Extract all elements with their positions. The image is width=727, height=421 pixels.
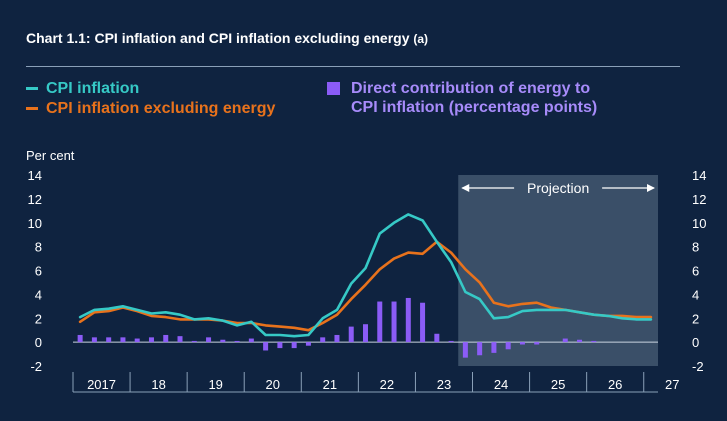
energy-bar bbox=[120, 337, 126, 343]
cpi-line bbox=[78, 213, 653, 338]
energy-bar bbox=[334, 334, 340, 343]
energy-bar bbox=[206, 337, 212, 343]
legend-swatch-ex-energy bbox=[26, 107, 38, 110]
title-divider bbox=[26, 66, 680, 67]
y-tick-label-right: 8 bbox=[692, 240, 699, 255]
legend-item-ex-energy: CPI inflation excluding energy bbox=[26, 99, 275, 118]
energy-bar bbox=[234, 340, 240, 343]
energy-bar bbox=[91, 337, 97, 343]
chart-title: Chart 1.1: CPI inflation and CPI inflati… bbox=[26, 30, 428, 46]
energy-bar bbox=[220, 339, 226, 343]
chart-title-note: (a) bbox=[413, 32, 429, 46]
energy-bar bbox=[163, 334, 169, 343]
energy-bar bbox=[391, 301, 397, 343]
energy-bar bbox=[248, 338, 254, 343]
y-tick-label-right: 2 bbox=[692, 311, 699, 326]
legend-label-energy-block: Direct contribution of energy to CPI inf… bbox=[351, 79, 597, 117]
x-tick-label: 23 bbox=[437, 377, 451, 392]
x-tick-label: 21 bbox=[323, 377, 337, 392]
energy-bar bbox=[377, 301, 383, 343]
energy-bar bbox=[106, 337, 112, 343]
legend-item-energy: Direct contribution of energy to CPI inf… bbox=[327, 79, 597, 117]
x-tick-label: 19 bbox=[208, 377, 222, 392]
energy-bar bbox=[348, 326, 354, 343]
x-tick-label: 26 bbox=[608, 377, 622, 392]
energy-bar bbox=[505, 342, 511, 350]
energy-bar bbox=[462, 342, 468, 358]
x-tick-label: 22 bbox=[380, 377, 394, 392]
energy-bar bbox=[263, 342, 269, 351]
y-tick-label-left: 12 bbox=[28, 192, 42, 207]
legend-item-cpi: CPI inflation bbox=[26, 79, 139, 98]
chart-title-text: Chart 1.1: CPI inflation and CPI inflati… bbox=[26, 30, 410, 46]
energy-bar bbox=[562, 338, 568, 343]
energy-bar bbox=[405, 297, 411, 343]
y-tick-label-left: 8 bbox=[35, 240, 42, 255]
projection-arrowhead-right bbox=[647, 184, 655, 192]
y-tick-label-right: 10 bbox=[692, 216, 706, 231]
projection-arrowhead-left bbox=[461, 184, 470, 192]
energy-bar bbox=[277, 342, 283, 349]
y-tick-label-left: 10 bbox=[28, 216, 42, 231]
y-tick-label-left: 6 bbox=[35, 264, 42, 279]
y-axis-label: Per cent bbox=[26, 148, 75, 163]
y-tick-label-left: 0 bbox=[35, 335, 42, 350]
energy-bar bbox=[577, 339, 583, 343]
legend-label-energy-line2: CPI inflation (percentage points) bbox=[351, 99, 598, 116]
x-tick-label: 25 bbox=[551, 377, 565, 392]
y-tick-label-right: 0 bbox=[692, 335, 699, 350]
y-tick-label-left: 2 bbox=[35, 311, 42, 326]
energy-bar bbox=[491, 342, 497, 353]
projection-band bbox=[458, 175, 658, 366]
y-tick-label-right: 12 bbox=[692, 192, 706, 207]
x-tick-label: 18 bbox=[151, 377, 165, 392]
ex-energy-line bbox=[78, 240, 653, 332]
legend-label-cpi: CPI inflation bbox=[46, 80, 140, 97]
x-tick-label: 27 bbox=[665, 377, 679, 392]
energy-bar bbox=[534, 342, 540, 345]
y-tick-label-right: 14 bbox=[692, 168, 706, 183]
x-tick-label: 20 bbox=[266, 377, 280, 392]
energy-bar bbox=[291, 342, 297, 349]
projection-label: Projection bbox=[527, 180, 589, 196]
energy-bar bbox=[363, 324, 368, 343]
energy-bar bbox=[320, 337, 326, 343]
energy-bar bbox=[434, 333, 440, 343]
energy-bar bbox=[134, 338, 140, 343]
y-tick-label-right: 4 bbox=[692, 287, 699, 302]
y-tick-label-left: 14 bbox=[28, 168, 42, 183]
energy-bar bbox=[191, 340, 197, 343]
y-tick-label-left: 4 bbox=[35, 287, 42, 302]
energy-bar bbox=[177, 336, 183, 343]
energy-bar bbox=[448, 340, 454, 343]
legend-swatch-energy bbox=[327, 82, 340, 95]
energy-bar bbox=[477, 342, 483, 356]
x-tick-label: 24 bbox=[494, 377, 508, 392]
energy-bar bbox=[148, 337, 154, 343]
x-tick-label: 2017 bbox=[87, 377, 116, 392]
y-tick-label-right: -2 bbox=[692, 359, 704, 374]
energy-bar bbox=[420, 302, 426, 343]
energy-bar bbox=[591, 340, 597, 343]
y-tick-label-left: -2 bbox=[30, 359, 42, 374]
legend-label-energy-line1: Direct contribution of energy to bbox=[351, 80, 591, 97]
energy-bar bbox=[519, 342, 525, 345]
energy-bar bbox=[305, 342, 311, 346]
energy-bar bbox=[77, 334, 83, 343]
legend-label-ex-energy: CPI inflation excluding energy bbox=[46, 100, 276, 117]
y-tick-label-right: 6 bbox=[692, 264, 699, 279]
legend-swatch-cpi bbox=[26, 87, 38, 90]
